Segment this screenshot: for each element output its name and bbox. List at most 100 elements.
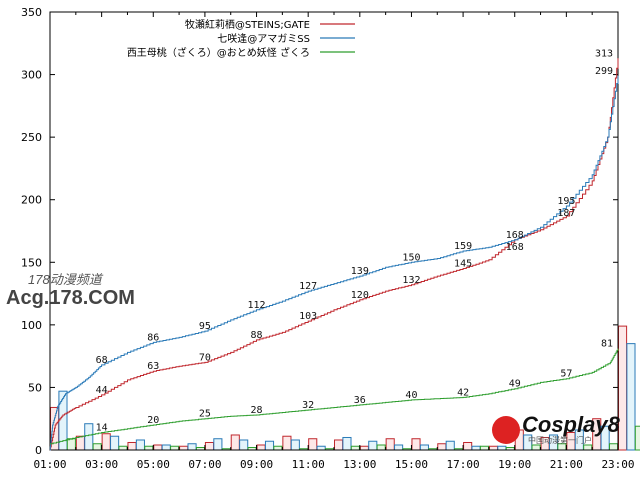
data-label: 57 [560, 369, 572, 380]
hourly-bar [634, 425, 640, 451]
hourly-bar [479, 445, 490, 451]
x-tick-label: 01:00 [33, 458, 66, 471]
hourly-bar [359, 445, 369, 451]
hourly-bar [66, 438, 76, 451]
data-label: 81 [601, 339, 613, 350]
x-tick-label: 13:00 [343, 458, 376, 471]
hourly-bar [437, 443, 447, 451]
watermark-text: Acg.178.COM [6, 287, 135, 309]
data-label: 32 [302, 400, 314, 411]
x-tick-label: 11:00 [292, 458, 325, 471]
y-tick-label: 0 [35, 444, 42, 457]
data-label: 42 [457, 387, 469, 398]
data-label: 20 [147, 415, 159, 426]
hourly-bar [127, 441, 137, 451]
hourly-bar [350, 445, 360, 451]
hourly-bar [411, 438, 421, 451]
watermark-cosplay8: Cosplay8 中国动漫第一门户 [492, 414, 620, 446]
hourly-bar [118, 445, 128, 451]
hourly-bar [497, 445, 507, 451]
data-label: 36 [354, 395, 366, 406]
data-label: 145 [454, 259, 472, 270]
hourly-bar [394, 444, 404, 451]
data-label: 88 [251, 330, 263, 341]
hourly-bar [256, 444, 266, 451]
data-label: 103 [299, 311, 317, 322]
x-tick-label: 03:00 [85, 458, 118, 471]
series-line [49, 75, 619, 451]
y-tick-label: 300 [21, 69, 42, 82]
cosplay8-logo-icon [492, 416, 520, 444]
hourly-bar [144, 445, 154, 451]
hourly-bar [204, 441, 215, 451]
data-label: 195 [557, 196, 575, 207]
hourly-bar [316, 445, 326, 451]
hourly-bar [135, 439, 145, 451]
hourly-bar [368, 440, 378, 451]
data-label: 168 [506, 242, 524, 253]
hourly-bar [179, 445, 189, 451]
y-tick-label: 350 [21, 6, 42, 19]
data-label: 68 [96, 355, 108, 366]
hourly-bar [264, 440, 275, 451]
y-tick-label: 250 [21, 131, 42, 144]
legend-label: 牧瀬紅莉栖@STEINS;GATE [185, 18, 310, 31]
hourly-bar [445, 440, 455, 451]
watermark-text: 178动漫频道 [28, 272, 102, 287]
x-tick-label: 19:00 [498, 458, 531, 471]
data-label: 132 [402, 275, 420, 286]
data-label: 95 [199, 321, 211, 332]
data-label: 28 [251, 405, 263, 416]
hourly-bar [419, 444, 429, 451]
y-tick-label: 50 [28, 381, 42, 394]
hourly-bar [170, 445, 180, 451]
hourly-bar [463, 441, 473, 451]
x-tick-label: 07:00 [188, 458, 221, 471]
watermark-178: 178动漫频道 Acg.178.COM [6, 273, 135, 310]
data-label: 120 [351, 290, 369, 301]
x-tick-label: 09:00 [240, 458, 273, 471]
hourly-bar [385, 438, 395, 451]
x-tick-label: 17:00 [447, 458, 480, 471]
data-label: 44 [96, 385, 108, 396]
hourly-bar [282, 435, 292, 451]
series-line [50, 58, 619, 451]
data-label: 299 [595, 66, 613, 77]
data-label: 168 [506, 230, 524, 241]
data-label: 159 [454, 241, 472, 252]
hourly-bar [161, 444, 171, 451]
x-tick-label: 15:00 [395, 458, 428, 471]
hourly-bar [213, 438, 223, 451]
data-label: 187 [557, 208, 575, 219]
data-label: 139 [351, 266, 369, 277]
hourly-bar [471, 445, 481, 451]
y-tick-label: 200 [21, 194, 42, 207]
data-label: 25 [199, 409, 211, 420]
hourly-bar [75, 435, 85, 451]
y-tick-label: 150 [21, 256, 42, 269]
hourly-bar [153, 444, 163, 451]
hourly-bar [488, 445, 499, 451]
hourly-bar [92, 443, 102, 451]
hourly-bar [334, 439, 344, 451]
legend-label: 西王母桃（ざくろ）@おとめ妖怪 ざくろ [127, 46, 310, 59]
data-label: 112 [248, 300, 266, 311]
x-tick-label: 21:00 [550, 458, 583, 471]
data-label: 150 [402, 252, 420, 263]
hourly-bar [230, 434, 240, 451]
hourly-bar [187, 443, 197, 451]
hourly-bar [273, 445, 283, 451]
hourly-bar [110, 435, 120, 451]
hourly-bar [308, 438, 318, 451]
x-tick-label: 23:00 [601, 458, 634, 471]
data-label: 49 [509, 379, 521, 390]
data-label: 14 [96, 422, 108, 433]
series-line [50, 348, 619, 445]
data-label: 40 [405, 390, 417, 401]
data-label: 86 [147, 332, 159, 343]
y-tick-label: 100 [21, 319, 42, 332]
hourly-bar [84, 423, 94, 451]
hourly-bar [342, 436, 352, 451]
data-label: 63 [147, 361, 159, 372]
